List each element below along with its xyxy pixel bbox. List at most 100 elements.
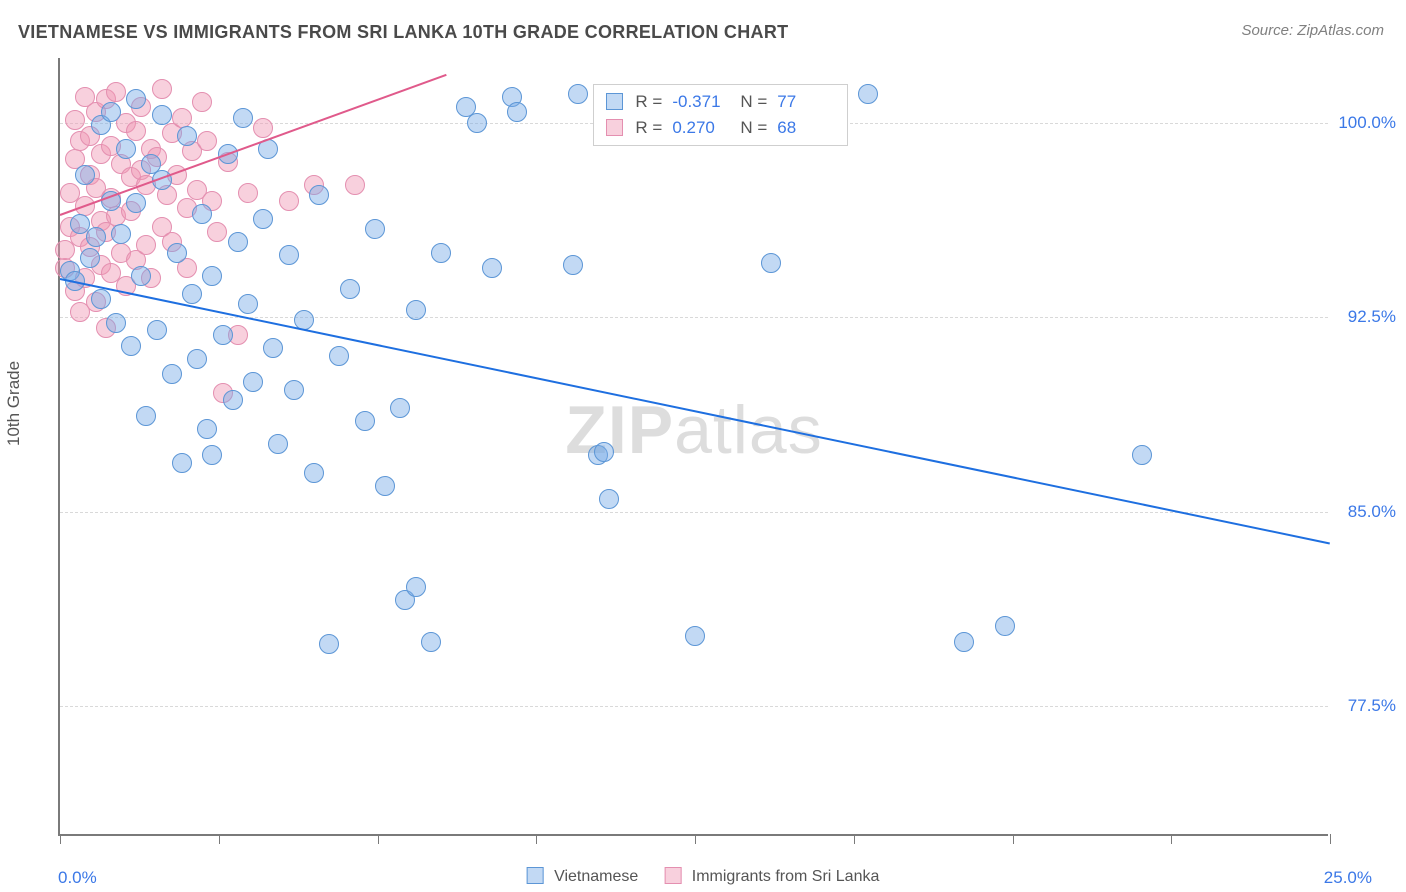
point-vietnamese [685, 626, 705, 646]
point-sri-lanka [207, 222, 227, 242]
point-vietnamese [594, 442, 614, 462]
point-vietnamese [243, 372, 263, 392]
point-vietnamese [279, 245, 299, 265]
point-vietnamese [121, 336, 141, 356]
stats-n-value: 68 [777, 115, 835, 141]
x-tick [60, 834, 61, 844]
point-sri-lanka [192, 92, 212, 112]
point-sri-lanka [152, 79, 172, 99]
point-vietnamese [75, 165, 95, 185]
point-vietnamese [116, 139, 136, 159]
stats-r-value: 0.270 [672, 115, 730, 141]
legend-label-sri-lanka: Immigrants from Sri Lanka [692, 868, 880, 885]
point-vietnamese [223, 390, 243, 410]
point-vietnamese [106, 313, 126, 333]
swatch-blue [527, 867, 544, 884]
point-vietnamese [111, 224, 131, 244]
point-sri-lanka [126, 121, 146, 141]
stats-swatch [606, 93, 623, 110]
point-vietnamese [162, 364, 182, 384]
point-vietnamese [131, 266, 151, 286]
point-sri-lanka [172, 108, 192, 128]
point-vietnamese [954, 632, 974, 652]
point-vietnamese [101, 102, 121, 122]
point-sri-lanka [253, 118, 273, 138]
point-vietnamese [136, 406, 156, 426]
point-vietnamese [406, 577, 426, 597]
y-tick-label: 92.5% [1348, 307, 1396, 327]
point-vietnamese [172, 453, 192, 473]
point-vietnamese [406, 300, 426, 320]
point-vietnamese [268, 434, 288, 454]
point-vietnamese [187, 349, 207, 369]
stats-r-label: R = [635, 89, 662, 115]
x-tick [1013, 834, 1014, 844]
legend-label-vietnamese: Vietnamese [554, 868, 638, 885]
x-tick-label-min: 0.0% [58, 868, 97, 888]
legend: Vietnamese Immigrants from Sri Lanka [527, 867, 880, 886]
x-tick [854, 834, 855, 844]
point-vietnamese [86, 227, 106, 247]
point-vietnamese [365, 219, 385, 239]
point-vietnamese [238, 294, 258, 314]
point-vietnamese [375, 476, 395, 496]
point-vietnamese [152, 105, 172, 125]
point-vietnamese [233, 108, 253, 128]
x-tick [1330, 834, 1331, 844]
point-vietnamese [995, 616, 1015, 636]
point-vietnamese [80, 248, 100, 268]
point-vietnamese [431, 243, 451, 263]
point-sri-lanka [279, 191, 299, 211]
point-vietnamese [507, 102, 527, 122]
point-vietnamese [192, 204, 212, 224]
point-sri-lanka [238, 183, 258, 203]
point-vietnamese [390, 398, 410, 418]
point-vietnamese [126, 193, 146, 213]
x-tick [536, 834, 537, 844]
stats-r-label: R = [635, 115, 662, 141]
point-vietnamese [421, 632, 441, 652]
point-sri-lanka [65, 110, 85, 130]
point-vietnamese [202, 445, 222, 465]
point-vietnamese [304, 463, 324, 483]
point-sri-lanka [106, 82, 126, 102]
point-vietnamese [467, 113, 487, 133]
chart-title: VIETNAMESE VS IMMIGRANTS FROM SRI LANKA … [18, 22, 788, 43]
point-vietnamese [263, 338, 283, 358]
point-vietnamese [319, 634, 339, 654]
source-attribution: Source: ZipAtlas.com [1241, 22, 1384, 39]
y-tick-label: 100.0% [1338, 113, 1396, 133]
point-vietnamese [355, 411, 375, 431]
point-sri-lanka [197, 131, 217, 151]
point-vietnamese [568, 84, 588, 104]
gridline-h [60, 512, 1328, 513]
point-vietnamese [563, 255, 583, 275]
point-vietnamese [1132, 445, 1152, 465]
swatch-pink [664, 867, 681, 884]
y-axis-label: 10th Grade [4, 361, 24, 446]
x-tick-label-max: 25.0% [1324, 868, 1372, 888]
point-vietnamese [126, 89, 146, 109]
stats-r-value: -0.371 [672, 89, 730, 115]
x-tick [1171, 834, 1172, 844]
point-vietnamese [182, 284, 202, 304]
point-vietnamese [177, 126, 197, 146]
stats-box: R =-0.371N =77R =0.270N =68 [593, 84, 848, 146]
legend-item-vietnamese: Vietnamese [527, 867, 639, 886]
point-vietnamese [197, 419, 217, 439]
point-vietnamese [761, 253, 781, 273]
x-tick [219, 834, 220, 844]
point-vietnamese [91, 289, 111, 309]
stats-swatch [606, 119, 623, 136]
y-tick-label: 85.0% [1348, 502, 1396, 522]
x-tick [695, 834, 696, 844]
point-vietnamese [253, 209, 273, 229]
point-vietnamese [228, 232, 248, 252]
point-sri-lanka [345, 175, 365, 195]
stats-n-label: N = [740, 89, 767, 115]
point-sri-lanka [136, 235, 156, 255]
point-vietnamese [599, 489, 619, 509]
point-vietnamese [858, 84, 878, 104]
stats-n-value: 77 [777, 89, 835, 115]
point-vietnamese [167, 243, 187, 263]
